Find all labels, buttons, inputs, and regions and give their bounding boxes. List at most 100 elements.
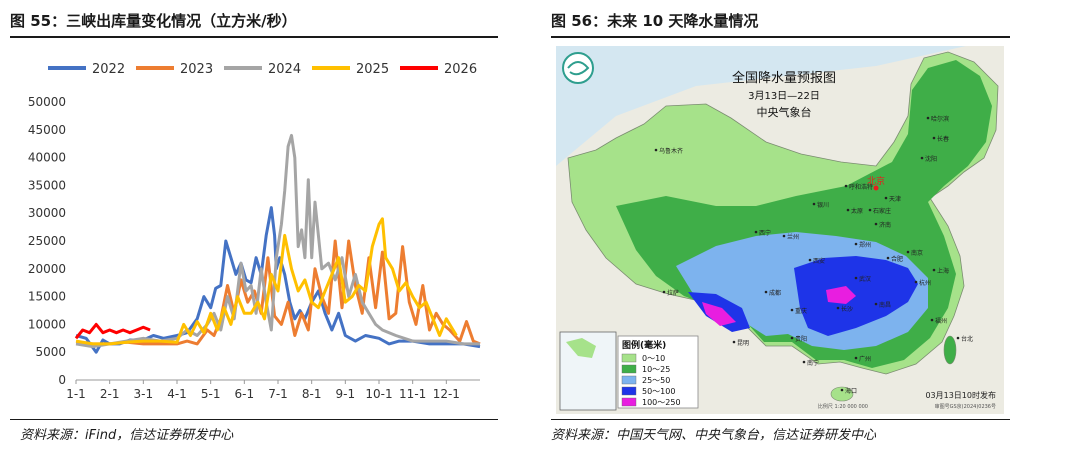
city-dot xyxy=(840,388,844,392)
series-line-2026 xyxy=(74,322,151,340)
city-dot xyxy=(914,280,918,284)
cma-logo-swirl xyxy=(567,61,590,76)
city-name: 长沙 xyxy=(841,305,853,313)
x-tick-label: 3-1 xyxy=(134,387,154,401)
capital-label: 北京 xyxy=(867,175,885,187)
city-dot xyxy=(874,222,878,226)
city-name: 济南 xyxy=(879,221,891,229)
x-tick-label: 9-1 xyxy=(336,387,356,401)
legend-label-2024: 2024 xyxy=(268,62,301,77)
map-legend-title: 图例(毫米) xyxy=(622,339,666,351)
reservoir-outflow-chart: 2022 2023 2024 2025 2026 0 5000 10000 15000 2000… xyxy=(28,62,481,401)
city-dot xyxy=(884,196,888,200)
city-name: 贵阳 xyxy=(795,335,807,343)
x-tick-label: 11-1 xyxy=(399,387,426,401)
city-dot xyxy=(836,306,840,310)
city-name: 西宁 xyxy=(759,229,771,237)
city-name: 上海 xyxy=(937,267,949,275)
map-legend-label: 25～50 xyxy=(642,376,670,385)
city-dot xyxy=(662,290,666,294)
map-legend-swatch xyxy=(621,386,637,396)
series-line-2025 xyxy=(75,217,458,346)
right-title-rule xyxy=(551,36,1010,38)
map-scale: 比例尺 1:20 000 000 xyxy=(818,403,868,410)
city-dot xyxy=(844,184,848,188)
city-dot xyxy=(920,156,924,160)
legend-label-2025: 2025 xyxy=(356,62,389,77)
zone-heavy-rainstorm xyxy=(826,286,856,304)
city-name: 呼和浩特 xyxy=(849,183,873,191)
map-title: 全国降水量预报图 xyxy=(732,70,836,86)
y-tick-label: 15000 xyxy=(28,290,66,304)
left-title-rule xyxy=(10,36,498,38)
y-tick-label: 40000 xyxy=(28,151,66,165)
legend-label-2022: 2022 xyxy=(92,62,125,77)
left-source-note: 资料来源：iFind，信达证券研发中心 xyxy=(20,428,234,443)
city-name: 广州 xyxy=(859,355,871,363)
x-tick-label: 12-1 xyxy=(433,387,460,401)
map-legend-swatch xyxy=(621,364,637,374)
x-tick-label: 7-1 xyxy=(268,387,288,401)
x-tick-label: 8-1 xyxy=(302,387,322,401)
city-name: 长春 xyxy=(937,135,949,143)
city-name: 拉萨 xyxy=(667,289,679,297)
x-tick-label: 1-1 xyxy=(66,387,86,401)
city-name: 台北 xyxy=(961,335,973,343)
city-dot xyxy=(846,208,850,212)
map-legend-swatch xyxy=(621,397,637,407)
city-dot xyxy=(932,268,936,272)
city-name: 太原 xyxy=(851,207,863,215)
hainan-island xyxy=(830,386,854,402)
city-dot xyxy=(926,116,930,120)
city-dot xyxy=(906,250,910,254)
map-legend-label: 10～25 xyxy=(642,365,670,374)
precipitation-map: 全国降水量预报图 3月13日—22日 中央气象台 北京 乌鲁木齐 哈尔滨长春沈阳呼… xyxy=(556,46,1004,414)
map-legend-label: 50～100 xyxy=(642,387,675,396)
city-name: 南京 xyxy=(911,249,923,257)
city-dot xyxy=(802,360,806,364)
city-dot xyxy=(868,208,872,212)
y-tick-label: 35000 xyxy=(28,178,66,192)
city-dot xyxy=(956,336,960,340)
y-tick-label: 10000 xyxy=(28,317,66,331)
city-name: 海口 xyxy=(845,387,857,395)
x-tick-label: 2-1 xyxy=(100,387,120,401)
inset-land xyxy=(566,338,596,358)
city-name: 银川 xyxy=(817,201,829,209)
legend-label-2023: 2023 xyxy=(180,62,213,77)
y-tick-label: 50000 xyxy=(28,95,66,109)
map-release-time: 03月13日10时发布 xyxy=(925,390,996,400)
city-name: 郑州 xyxy=(859,241,871,249)
city-dot xyxy=(812,202,816,206)
city-name: 兰州 xyxy=(787,233,799,241)
right-bottom-rule xyxy=(551,419,1010,420)
legend-label-2026: 2026 xyxy=(444,62,477,77)
right-panel-title: 图 56：未来 10 天降水量情况 xyxy=(551,12,759,30)
y-tick-label: 5000 xyxy=(35,345,66,359)
y-tick-label: 30000 xyxy=(28,206,66,220)
y-tick-label: 0 xyxy=(58,373,66,387)
city-name: 武汉 xyxy=(859,275,871,283)
x-tick-label: 10-1 xyxy=(365,387,392,401)
city-name: 重庆 xyxy=(795,307,807,315)
city-name: 西安 xyxy=(813,257,825,265)
map-legend-label: 100～250 xyxy=(642,398,681,407)
city-dot xyxy=(808,258,812,262)
map-legend-swatch xyxy=(621,353,637,363)
series-line-2022 xyxy=(75,206,481,354)
city-dot xyxy=(790,336,794,340)
zone-heavy-rainstorm-west xyxy=(702,302,736,326)
map-date-range: 3月13日—22日 xyxy=(748,90,820,102)
city-dot xyxy=(790,308,794,312)
x-tick-label: 4-1 xyxy=(167,387,187,401)
city-dot xyxy=(754,230,758,234)
city-name: 沈阳 xyxy=(925,155,937,163)
y-tick-label: 20000 xyxy=(28,262,66,276)
city-dot xyxy=(654,148,658,152)
city-dot xyxy=(732,340,736,344)
city-name: 南昌 xyxy=(879,301,891,309)
city-name: 成都 xyxy=(769,289,781,297)
city-dot xyxy=(932,136,936,140)
city-dot xyxy=(874,302,878,306)
map-legend-items: 0～10 10～25 25～50 50～100 100～250 xyxy=(621,353,681,407)
